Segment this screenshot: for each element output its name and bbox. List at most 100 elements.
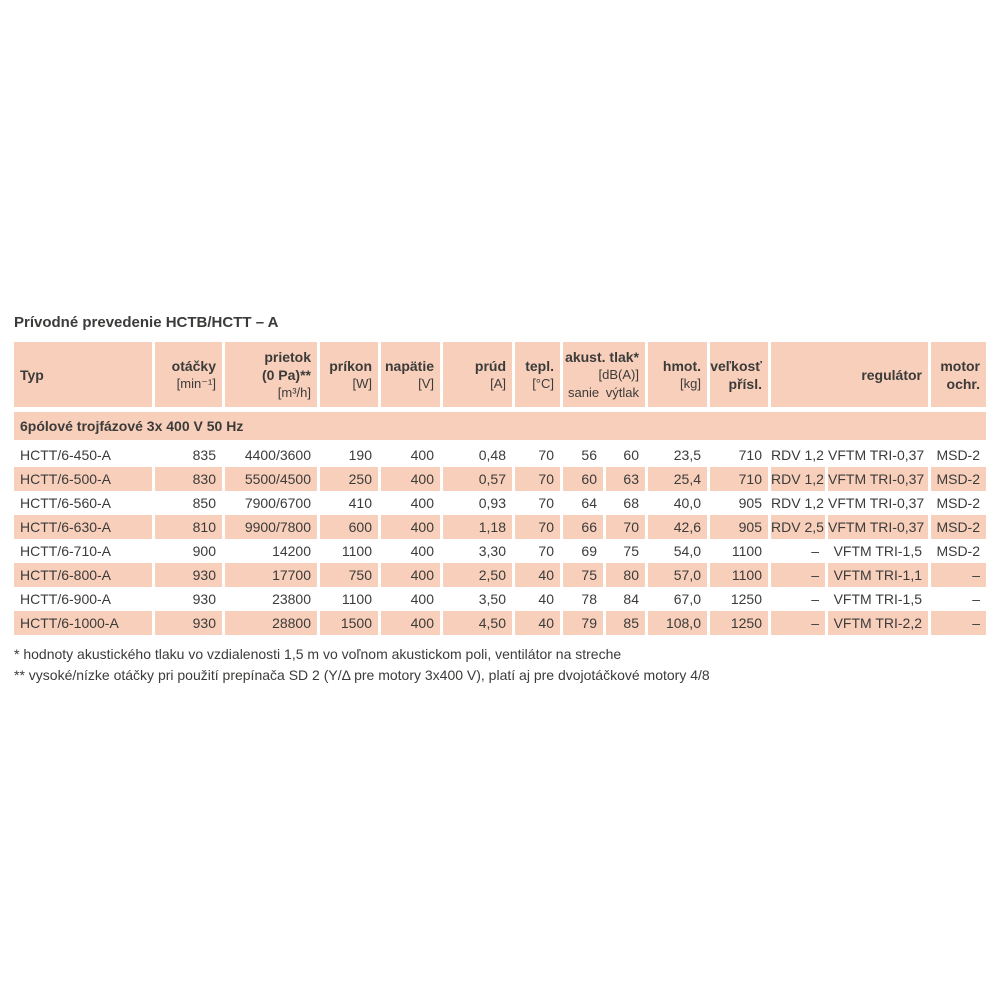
cell-regulator-rdv: – [771, 563, 825, 587]
cell-prud: 0,57 [443, 467, 512, 491]
cell-vytlak: 75 [623, 543, 639, 559]
cell-sanie: 60 [563, 467, 603, 491]
cell-velkost-prisl: 1250 [730, 591, 762, 607]
header-akust-label: akust. tlak* [565, 348, 639, 365]
cell-napatie: 400 [410, 495, 434, 511]
cell-vytlak: 70 [606, 515, 645, 539]
cell-otacky: 830 [155, 467, 222, 491]
header-hmot: hmot. [kg] [648, 342, 707, 407]
header-regulator: regulátor [771, 342, 928, 407]
cell-sanie: 64 [581, 495, 597, 511]
cell-tepl: 70 [515, 515, 560, 539]
header-otacky-label: otáčky [171, 357, 216, 374]
header-akust-tlak: akust. tlak* [dB(A)] sanie výtlak [563, 342, 645, 407]
cell-typ: HCTT/6-450-A [20, 447, 112, 463]
header-akust-unit: [dB(A)] [598, 366, 639, 382]
cell-vytlak: 84 [623, 591, 639, 607]
header-sanie-label: sanie [568, 384, 600, 400]
datasheet-page: Prívodné prevedenie HCTB/HCTT – A Typ ot… [14, 314, 986, 686]
cell-prud: 3,30 [478, 543, 506, 559]
header-vytlak-label: výtlak [605, 384, 639, 400]
cell-velkost-prisl: 905 [738, 495, 762, 511]
cell-vytlak: 85 [606, 611, 645, 635]
header-napatie-label: napätie [384, 357, 434, 374]
cell-regulator-rdv: RDV 2,5 [771, 515, 825, 539]
table-row: HCTT/6-500-A 830 5500/4500 250 400 0,57 70 60 63… [14, 467, 986, 491]
cell-motor-ochr: MSD-2 [936, 447, 980, 463]
table-body: HCTT/6-450-A 835 4400/3600 190 400 0,48 70 56 60… [14, 443, 986, 635]
cell-prikon: 1500 [320, 611, 378, 635]
cell-hmot: 57,0 [648, 563, 707, 587]
table-row: HCTT/6-1000-A 930 28800 1500 400 4,50 40 79 85 10… [14, 611, 986, 635]
header-motor-label2: ochr. [946, 375, 980, 392]
cell-typ: HCTT/6-630-A [14, 515, 152, 539]
cell-regulator-vftm: VFTM TRI-0,37 [828, 495, 925, 511]
cell-velkost-prisl: 1250 [710, 611, 768, 635]
cell-motor-ochr: – [931, 563, 986, 587]
cell-sanie: 78 [581, 591, 597, 607]
cell-prud: 0,48 [478, 447, 506, 463]
cell-sanie: 79 [563, 611, 603, 635]
table-row: HCTT/6-560-A 850 7900/6700 410 400 0,93 70 64 68… [14, 491, 986, 515]
cell-sanie: 75 [563, 563, 603, 587]
cell-prud: 2,50 [443, 563, 512, 587]
cell-prikon: 410 [348, 495, 372, 511]
cell-prikon: 250 [320, 467, 378, 491]
cell-prikon: 1100 [341, 591, 372, 607]
header-prietok: prietok (0 Pa)** [m³/h] [225, 342, 317, 407]
cell-motor-ochr: MSD-2 [931, 467, 986, 491]
header-prud-unit: [A] [490, 375, 506, 391]
section-label: 6pólové trojfázové 3x 400 V 50 Hz [20, 418, 244, 434]
page-title: Prívodné prevedenie HCTB/HCTT – A [14, 314, 279, 331]
table-row: HCTT/6-450-A 835 4400/3600 190 400 0,48 70 56 60… [14, 443, 986, 467]
cell-otacky: 930 [155, 611, 222, 635]
cell-typ: HCTT/6-800-A [14, 563, 152, 587]
header-velkost-label2: přísl. [728, 375, 762, 392]
cell-regulator-vftm: VFTM TRI-1,1 [828, 563, 928, 587]
cell-sanie: 56 [581, 447, 597, 463]
table-row: HCTT/6-800-A 930 17700 750 400 2,50 40 75 80 57,0… [14, 563, 986, 587]
cell-napatie: 400 [410, 447, 434, 463]
table-row: HCTT/6-710-A 900 14200 1100 400 3,30 70 69 75 54,… [14, 539, 986, 563]
cell-tepl: 70 [538, 543, 554, 559]
cell-velkost-prisl: 710 [710, 467, 768, 491]
header-motor-ochr: motor ochr. [931, 342, 986, 407]
cell-tepl: 70 [538, 495, 554, 511]
cell-hmot: 23,5 [673, 447, 701, 463]
cell-otacky: 930 [155, 563, 222, 587]
cell-hmot: 54,0 [673, 543, 701, 559]
header-prikon-unit: [W] [352, 375, 373, 391]
header-tepl: tepl. [°C] [515, 342, 560, 407]
cell-motor-ochr: – [931, 611, 986, 635]
cell-prietok: 28800 [225, 611, 317, 635]
cell-napatie: 400 [381, 515, 440, 539]
cell-tepl: 70 [538, 447, 554, 463]
footnote-2: ** vysoké/nízke otáčky pri použití prepí… [14, 667, 710, 683]
cell-prikon: 600 [320, 515, 378, 539]
table-row: HCTT/6-900-A 930 23800 1100 400 3,50 40 78 84 67,… [14, 587, 986, 611]
header-akust-sublabels: sanie výtlak [563, 384, 645, 402]
cell-vytlak: 80 [606, 563, 645, 587]
header-prikon-label: príkon [329, 357, 372, 374]
cell-napatie: 400 [410, 591, 434, 607]
cell-napatie: 400 [381, 467, 440, 491]
table-section-header: 6pólové trojfázové 3x 400 V 50 Hz [14, 412, 986, 440]
cell-regulator-rdv: RDV 1,2 [771, 495, 824, 511]
header-tepl-unit: [°C] [532, 375, 554, 391]
header-hmot-label: hmot. [662, 357, 701, 374]
cell-prud: 0,93 [478, 495, 506, 511]
cell-velkost-prisl: 1100 [710, 563, 768, 587]
cell-prud: 3,50 [478, 591, 506, 607]
header-prud-label: prúd [474, 357, 506, 374]
header-napatie: napätie [V] [381, 342, 440, 407]
cell-prud: 1,18 [443, 515, 512, 539]
cell-regulator-vftm: VFTM TRI-0,37 [828, 515, 928, 539]
cell-prietok: 23800 [272, 591, 311, 607]
cell-typ: HCTT/6-500-A [14, 467, 152, 491]
cell-motor-ochr: – [972, 591, 980, 607]
cell-vytlak: 60 [623, 447, 639, 463]
header-prietok-note: (0 Pa)** [261, 366, 311, 383]
header-tepl-label: tepl. [525, 357, 554, 374]
cell-sanie: 66 [563, 515, 603, 539]
cell-prietok: 14200 [272, 543, 311, 559]
